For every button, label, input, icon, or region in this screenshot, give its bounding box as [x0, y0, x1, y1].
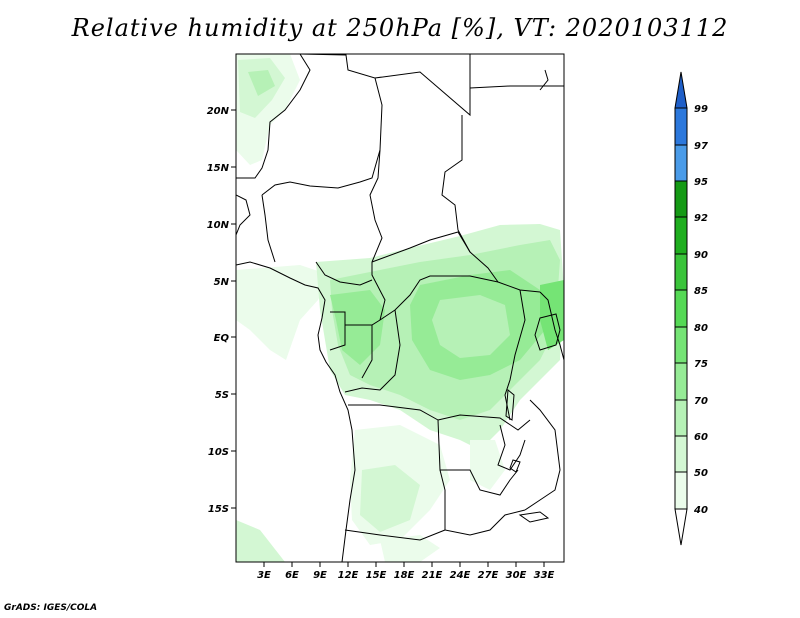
colorbar-label-97: 97: [694, 141, 708, 152]
colorbar-label-95: 95: [694, 177, 708, 188]
map-frame: [235, 53, 565, 563]
colorbar-label-40: 40: [693, 505, 708, 516]
lon-label-9e: 9E: [313, 570, 327, 581]
longitude-labels: 3E 6E 9E 12E 15E 18E 21E 24E 27E 30E 33E: [257, 570, 554, 581]
lat-label-10n: 10N: [207, 220, 230, 231]
latitude-labels: 20N 15N 10N 5N EQ 5S 10S 15S: [207, 106, 230, 515]
lon-label-15e: 15E: [366, 570, 387, 581]
lon-label-21e: 21E: [422, 570, 443, 581]
lon-label-30e: 30E: [506, 570, 527, 581]
lat-label-15n: 15N: [207, 163, 230, 174]
humidity-shading: [236, 54, 564, 562]
lon-label-24e: 24E: [450, 570, 471, 581]
colorbar-band-97-99: [674, 107, 688, 146]
colorbar-band-95-97: [674, 144, 688, 182]
colorbar-band-60-70: [674, 399, 688, 437]
latitude-axis: [231, 109, 236, 509]
lon-label-18e: 18E: [394, 570, 415, 581]
colorbar-label-75: 75: [694, 359, 708, 370]
colorbar-label-92: 92: [694, 213, 708, 224]
colorbar-label-70: 70: [694, 396, 708, 407]
colorbar: [674, 71, 688, 546]
lon-label-27e: 27E: [478, 570, 499, 581]
colorbar-band-70-75: [674, 362, 688, 401]
grads-credit: GrADS: IGES/COLA: [4, 603, 98, 613]
colorbar-label-60: 60: [694, 432, 708, 443]
colorbar-label-80: 80: [694, 323, 708, 334]
lat-label-15s: 15S: [208, 504, 229, 515]
colorbar-band-75-80: [674, 326, 688, 364]
lon-label-6e: 6E: [285, 570, 299, 581]
colorbar-label-85: 85: [694, 286, 708, 297]
country-borders: [236, 54, 564, 562]
colorbar-band-92-95: [674, 180, 688, 218]
lat-label-5s: 5S: [215, 390, 229, 401]
map-title: Relative humidity at 250hPa [%], VT: 202…: [71, 14, 729, 42]
lat-label-eq: EQ: [214, 333, 230, 344]
colorbar-labels: 99 97 95 92 90 85 80 75 70 60 50 40: [693, 104, 708, 516]
lon-label-12e: 12E: [338, 570, 359, 581]
lat-label-5n: 5N: [214, 277, 230, 288]
colorbar-label-99: 99: [694, 104, 708, 115]
colorbar-top-arrow: [674, 71, 688, 109]
colorbar-band-80-85: [674, 289, 688, 328]
colorbar-bottom-arrow: [674, 508, 688, 546]
colorbar-band-90-92: [674, 216, 688, 255]
lon-label-33e: 33E: [534, 570, 555, 581]
colorbar-label-90: 90: [694, 250, 708, 261]
colorbar-label-50: 50: [694, 468, 708, 479]
colorbar-band-50-60: [674, 435, 688, 473]
lon-label-3e: 3E: [257, 570, 271, 581]
longitude-axis: [263, 562, 545, 567]
colorbar-band-40-50: [674, 471, 688, 510]
lat-label-20n: 20N: [207, 106, 230, 117]
lat-label-10s: 10S: [208, 447, 229, 458]
colorbar-band-85-90: [674, 253, 688, 291]
lakes: [505, 313, 561, 523]
